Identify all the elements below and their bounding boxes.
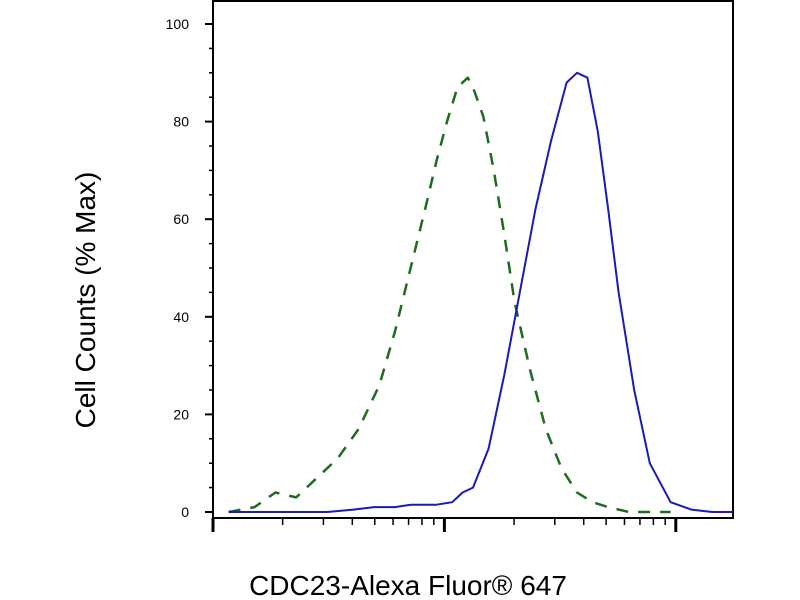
isotype-control-curve xyxy=(228,76,671,514)
y-tick-label: 0 xyxy=(181,504,189,520)
series-layer xyxy=(228,71,733,514)
sample-curve xyxy=(228,71,733,513)
axes: 0 20 40 60 80 100 xyxy=(166,0,734,532)
y-tick-label: 20 xyxy=(173,406,189,422)
y-tick-label: 100 xyxy=(166,16,190,32)
y-tick-label: 40 xyxy=(173,309,189,325)
x-axis-title: CDC23-Alexa Fluor® 647 xyxy=(249,570,567,600)
plot-frame xyxy=(212,0,734,519)
y-tick-label: 80 xyxy=(173,114,189,130)
y-tick-label: 60 xyxy=(173,211,189,227)
y-axis-title: Cell Counts (% Max) xyxy=(70,172,101,429)
